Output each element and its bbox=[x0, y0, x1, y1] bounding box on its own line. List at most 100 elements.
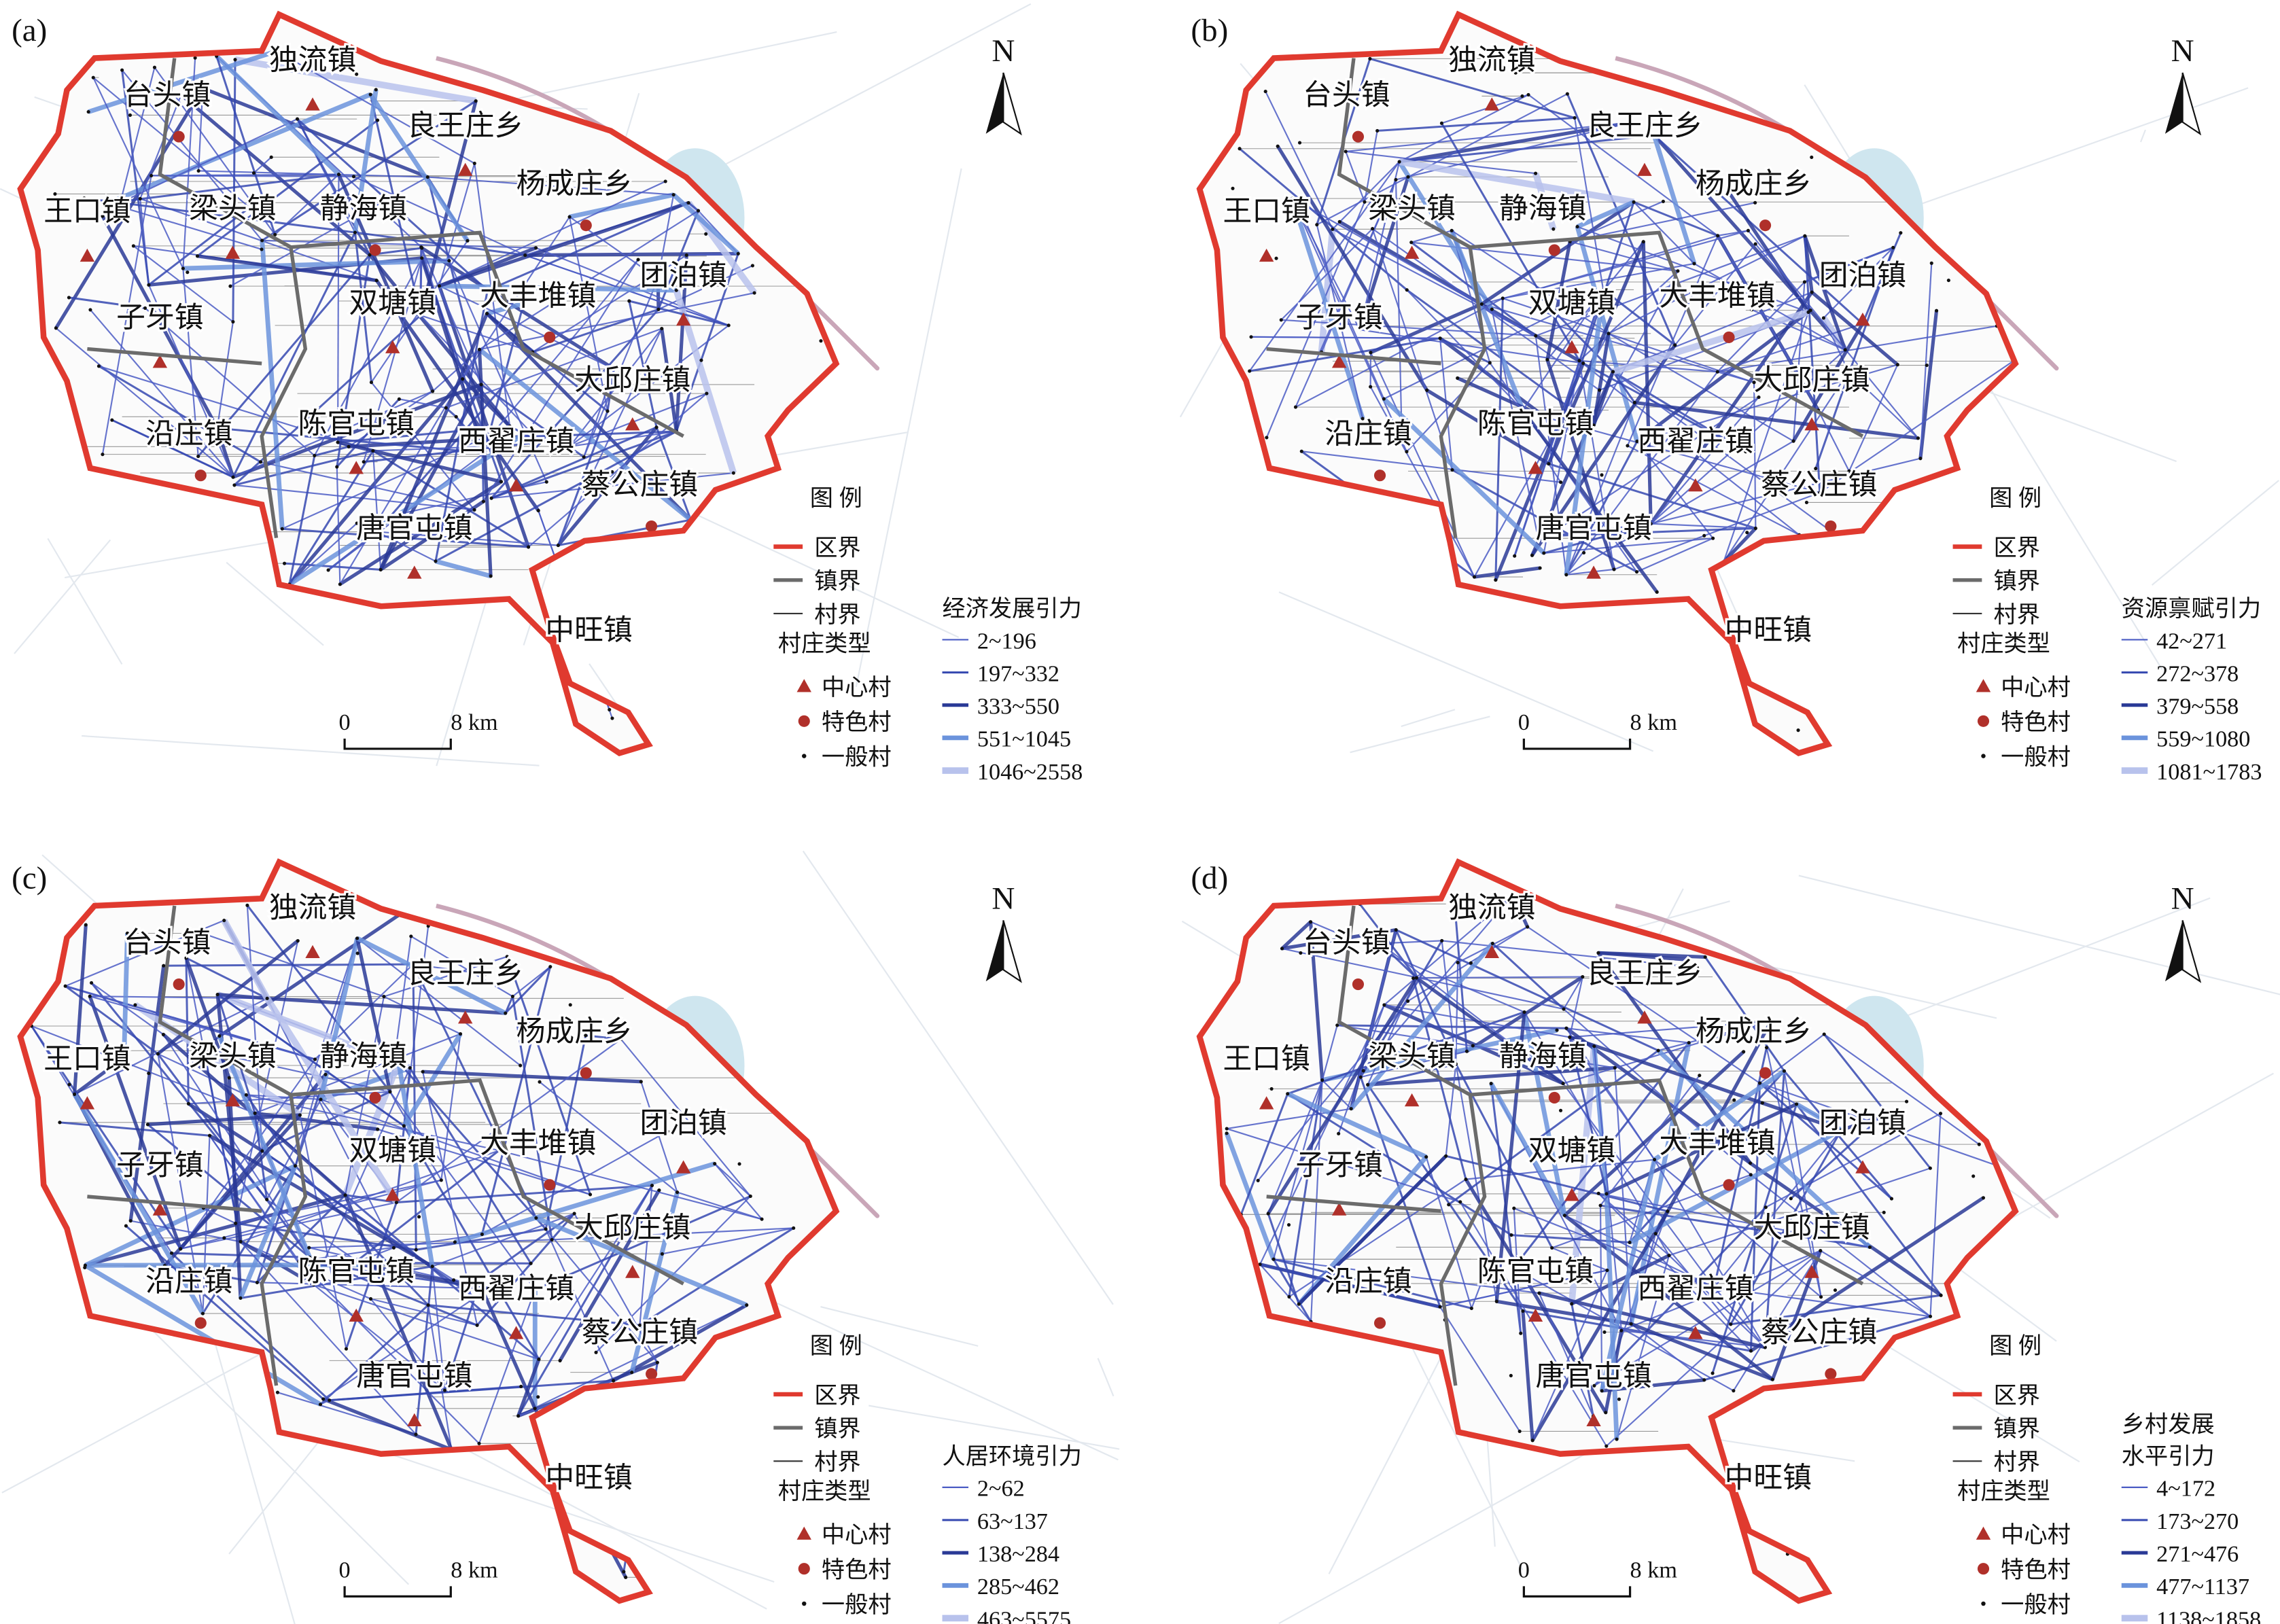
village bbox=[1749, 1161, 1753, 1165]
village bbox=[1925, 363, 1929, 368]
link bbox=[1524, 1011, 1670, 1256]
village bbox=[195, 254, 200, 258]
village bbox=[572, 1212, 576, 1216]
link bbox=[1568, 976, 1583, 1038]
link bbox=[125, 1224, 324, 1400]
village bbox=[1846, 370, 1851, 374]
link bbox=[1598, 1193, 1670, 1256]
village bbox=[476, 1279, 480, 1284]
legend-symbol bbox=[1976, 1526, 1991, 1540]
link bbox=[101, 175, 152, 455]
village bbox=[1522, 1010, 1526, 1014]
village bbox=[143, 306, 147, 310]
link bbox=[435, 430, 678, 563]
village bbox=[567, 444, 572, 448]
link bbox=[1616, 1255, 1670, 1440]
legend-symbol bbox=[796, 679, 811, 692]
village bbox=[409, 934, 413, 938]
feature-village bbox=[1723, 331, 1735, 343]
village bbox=[338, 582, 342, 586]
village bbox=[1542, 551, 1546, 555]
center-village bbox=[305, 945, 320, 959]
village bbox=[696, 209, 701, 213]
link bbox=[1651, 523, 1756, 529]
link bbox=[1636, 364, 1898, 442]
town-name: 台头镇 bbox=[1303, 927, 1390, 959]
feature-village bbox=[1352, 130, 1365, 143]
scale-label: 8 km bbox=[1630, 709, 1678, 735]
link bbox=[1817, 410, 1850, 472]
legend-label: 一般村 bbox=[2001, 744, 2071, 770]
village bbox=[1715, 370, 1719, 374]
legend-label: 1046~2558 bbox=[977, 759, 1083, 785]
village bbox=[792, 1226, 796, 1230]
village bbox=[313, 453, 317, 458]
village bbox=[1545, 357, 1549, 361]
town-name: 中旺镇 bbox=[545, 1462, 632, 1494]
link bbox=[440, 1034, 461, 1180]
village bbox=[548, 965, 553, 969]
village bbox=[169, 1251, 174, 1255]
legend-label: 63~137 bbox=[977, 1508, 1048, 1534]
legend-symbol bbox=[798, 1563, 810, 1575]
link bbox=[1266, 976, 1418, 1215]
village bbox=[1280, 947, 1284, 951]
village bbox=[1732, 1098, 1736, 1102]
village bbox=[1382, 397, 1386, 401]
village bbox=[1782, 1069, 1787, 1073]
link bbox=[1426, 389, 1550, 465]
village bbox=[639, 1080, 643, 1084]
village bbox=[1804, 500, 1808, 505]
village bbox=[414, 1248, 418, 1252]
link bbox=[338, 480, 502, 586]
link bbox=[1573, 118, 1604, 290]
town-name: 西翟庄镇 bbox=[458, 425, 574, 457]
town-name: 大丰堆镇 bbox=[1659, 280, 1775, 312]
village bbox=[1791, 439, 1795, 443]
village bbox=[1726, 189, 1730, 193]
link bbox=[527, 393, 707, 548]
legend-label: 1081~1783 bbox=[2156, 759, 2262, 785]
link bbox=[204, 1050, 391, 1093]
village bbox=[1394, 928, 1398, 932]
center-village bbox=[457, 1010, 473, 1024]
link bbox=[1367, 1063, 1456, 1086]
town-name: 沿庄镇 bbox=[145, 418, 232, 451]
village bbox=[745, 1303, 749, 1307]
village bbox=[1581, 361, 1585, 366]
town-name: 静海镇 bbox=[320, 1040, 407, 1072]
village bbox=[588, 1193, 593, 1197]
town-boundary bbox=[1266, 905, 1864, 1386]
village bbox=[1796, 728, 1800, 732]
village bbox=[1489, 1081, 1493, 1086]
link bbox=[107, 173, 339, 205]
link bbox=[288, 455, 316, 585]
legend-label: 173~270 bbox=[2156, 1508, 2239, 1534]
town-name: 静海镇 bbox=[1499, 1040, 1586, 1072]
town-name: 中旺镇 bbox=[545, 614, 632, 646]
town-name: 杨成庄乡 bbox=[1696, 168, 1812, 200]
village bbox=[1494, 1299, 1498, 1303]
center-village bbox=[1404, 245, 1420, 259]
link bbox=[1522, 1309, 1751, 1352]
link bbox=[1649, 291, 1814, 525]
town-name: 陈官屯镇 bbox=[298, 1255, 415, 1288]
village bbox=[518, 435, 522, 439]
village bbox=[275, 1390, 280, 1394]
legend-label: 一般村 bbox=[822, 1592, 892, 1618]
legend-label: 特色村 bbox=[822, 1557, 892, 1583]
legend-title: 图 例 bbox=[1989, 1333, 2041, 1359]
village bbox=[630, 1371, 634, 1375]
link bbox=[246, 904, 391, 1093]
north-arrow bbox=[2181, 920, 2202, 983]
center-village bbox=[407, 1413, 422, 1427]
legend-symbol bbox=[798, 715, 810, 727]
link bbox=[1594, 1250, 1821, 1387]
legend-symbol bbox=[802, 1601, 807, 1606]
legend-subtitle: 乡村发展 bbox=[2122, 1412, 2215, 1438]
village bbox=[1568, 1035, 1572, 1040]
village bbox=[1760, 1101, 1764, 1105]
link bbox=[1563, 1008, 1751, 1176]
village bbox=[529, 1261, 533, 1265]
village bbox=[1397, 160, 1401, 164]
